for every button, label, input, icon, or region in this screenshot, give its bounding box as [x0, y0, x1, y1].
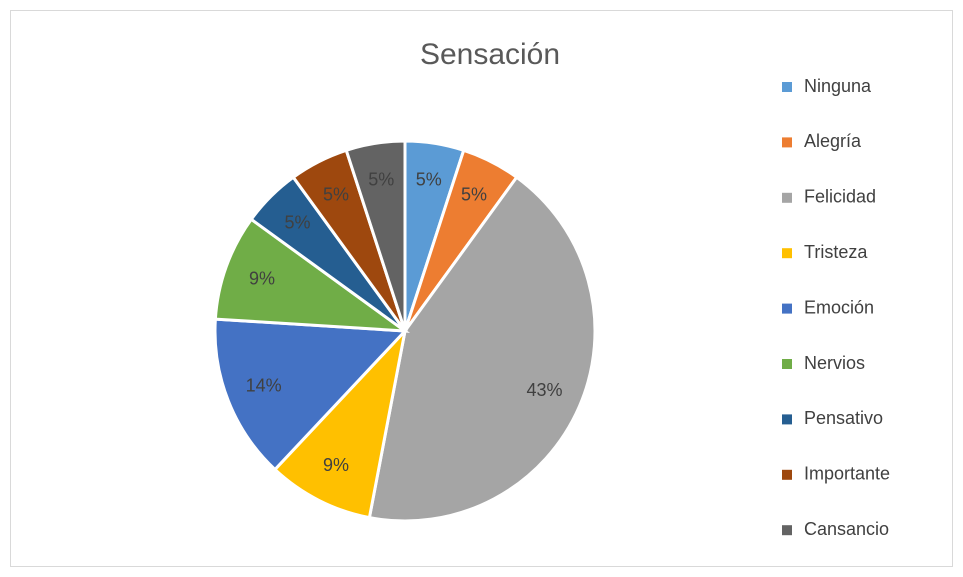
pie-slice — [213, 217, 411, 333]
legend-label: Ninguna — [804, 76, 872, 96]
pie-slice — [272, 326, 408, 520]
legend-label: Emoción — [804, 297, 874, 317]
legend-swatch — [782, 137, 792, 148]
data-label: 5% — [323, 184, 349, 204]
legend-label: Importante — [804, 464, 890, 484]
legend-swatch — [782, 469, 792, 480]
pie-slice — [213, 317, 409, 472]
pie-slice — [344, 139, 407, 332]
data-label: 5% — [416, 170, 442, 190]
legend-label: Felicidad — [804, 187, 876, 207]
data-label: 9% — [249, 268, 275, 288]
legend-label: Nervios — [804, 353, 865, 373]
data-label: 14% — [246, 376, 282, 396]
legend-swatch — [782, 359, 792, 369]
legend-label: Alegría — [804, 131, 862, 151]
legend-swatch — [782, 303, 792, 314]
pie-slice — [367, 175, 597, 523]
legend-label: Pensativo — [804, 408, 883, 428]
data-label: 5% — [285, 212, 311, 232]
data-label: 9% — [323, 455, 349, 475]
legend-swatch — [782, 525, 792, 536]
legend-label: Tristeza — [804, 242, 868, 262]
legend-swatch — [782, 192, 792, 203]
legend-swatch — [782, 82, 792, 92]
chart-title: Sensación — [420, 38, 560, 71]
legend-swatch — [782, 248, 792, 259]
legend-label: Cansancio — [804, 519, 889, 539]
data-label: 5% — [461, 184, 487, 204]
data-label: 5% — [368, 170, 394, 190]
data-label: 43% — [526, 380, 562, 400]
legend-swatch — [782, 414, 792, 425]
